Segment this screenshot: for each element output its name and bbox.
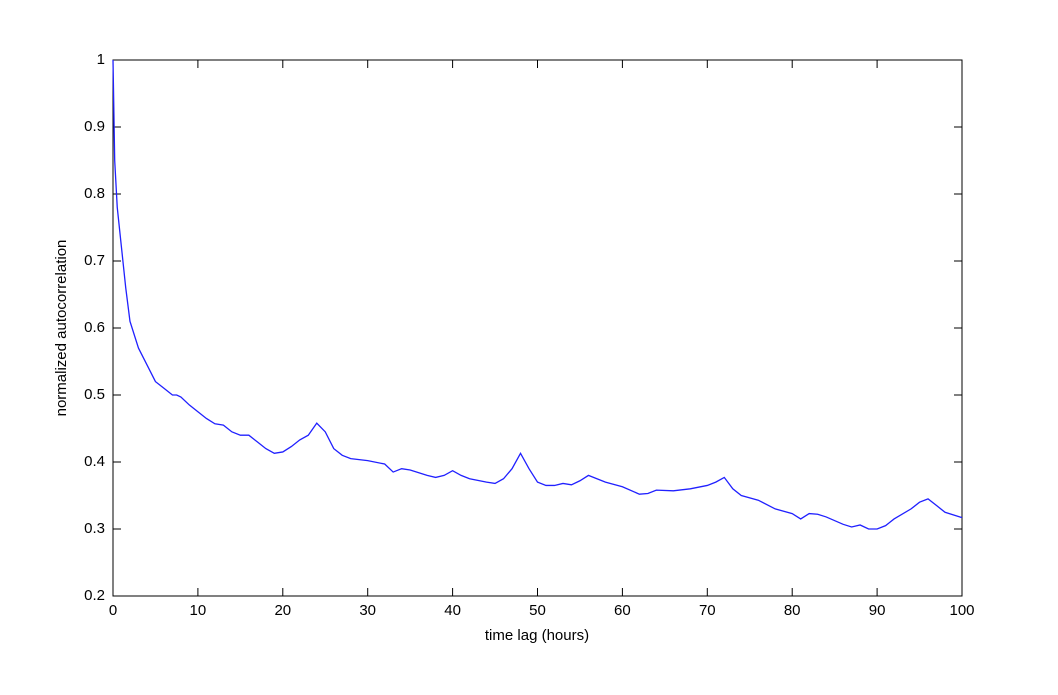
x-tick-label: 10 [190,602,207,619]
y-tick-label: 0.7 [84,252,105,269]
x-tick-label: 30 [359,602,376,619]
x-tick-label: 50 [529,602,546,619]
x-tick-label: 70 [699,602,716,619]
x-tick-label: 40 [444,602,461,619]
y-tick-label: 1 [97,51,105,68]
y-tick-label: 0.6 [84,319,105,336]
x-tick-label: 90 [869,602,886,619]
x-tick-label: 0 [109,602,117,619]
y-tick-label: 0.5 [84,386,105,403]
x-tick-label: 100 [949,602,974,619]
x-tick-label: 20 [274,602,291,619]
plot-frame [112,59,963,597]
y-tick-label: 0.3 [84,520,105,537]
x-axis-label: time lag (hours) [485,627,589,644]
y-tick-label: 0.9 [84,118,105,135]
x-tick-label: 80 [784,602,801,619]
y-tick-label: 0.8 [84,185,105,202]
y-tick-label: 0.4 [84,453,105,470]
y-tick-label: 0.2 [84,587,105,604]
data-line [112,59,963,530]
x-tick-label: 60 [614,602,631,619]
y-axis-label: normalized autocorrelation [53,240,70,417]
